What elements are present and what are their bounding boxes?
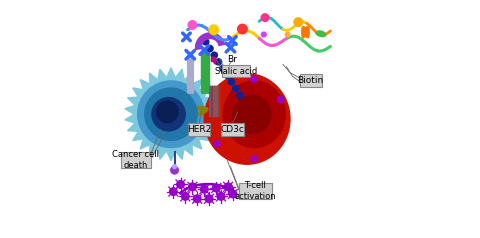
Ellipse shape	[138, 81, 204, 148]
Circle shape	[216, 59, 222, 65]
Circle shape	[212, 184, 220, 192]
Circle shape	[261, 14, 269, 21]
FancyArrow shape	[217, 86, 218, 117]
Ellipse shape	[223, 81, 285, 148]
FancyArrow shape	[219, 86, 220, 117]
Circle shape	[169, 188, 177, 195]
Text: Sialic acid: Sialic acid	[215, 67, 257, 76]
Text: Biotin: Biotin	[298, 76, 324, 85]
Circle shape	[203, 39, 209, 45]
Circle shape	[220, 65, 226, 72]
FancyBboxPatch shape	[121, 152, 151, 168]
Ellipse shape	[204, 74, 290, 164]
Text: Cancer cell
death: Cancer cell death	[112, 150, 159, 170]
Circle shape	[277, 96, 284, 103]
FancyBboxPatch shape	[221, 123, 243, 136]
FancyArrow shape	[211, 86, 213, 117]
Circle shape	[224, 72, 230, 78]
Circle shape	[228, 79, 235, 85]
Circle shape	[217, 193, 225, 200]
Circle shape	[237, 92, 243, 98]
FancyArrow shape	[215, 86, 216, 117]
Ellipse shape	[152, 98, 185, 131]
FancyArrow shape	[210, 86, 211, 117]
Circle shape	[294, 18, 302, 26]
Bar	[211, 57, 215, 61]
Circle shape	[251, 76, 257, 82]
Circle shape	[251, 156, 257, 162]
Circle shape	[189, 183, 196, 191]
FancyArrow shape	[213, 86, 215, 117]
Circle shape	[229, 190, 237, 198]
Circle shape	[193, 195, 201, 203]
FancyBboxPatch shape	[300, 74, 322, 87]
Text: CD3c: CD3c	[220, 125, 244, 134]
Text: HER2: HER2	[187, 125, 211, 134]
Circle shape	[285, 32, 290, 37]
Circle shape	[181, 193, 189, 200]
Circle shape	[177, 181, 184, 188]
FancyBboxPatch shape	[239, 183, 272, 199]
FancyArrow shape	[212, 57, 216, 64]
Circle shape	[233, 85, 239, 92]
Circle shape	[209, 25, 218, 35]
Circle shape	[205, 195, 213, 203]
Ellipse shape	[145, 88, 197, 140]
Circle shape	[262, 32, 266, 37]
Circle shape	[214, 141, 220, 147]
Ellipse shape	[316, 31, 326, 37]
Circle shape	[207, 45, 213, 52]
Circle shape	[224, 183, 232, 191]
Ellipse shape	[233, 95, 271, 133]
Circle shape	[238, 24, 247, 34]
Circle shape	[211, 52, 217, 58]
FancyBboxPatch shape	[222, 65, 250, 77]
Text: T-cell
activation: T-cell activation	[235, 181, 276, 201]
Circle shape	[201, 185, 208, 193]
Circle shape	[173, 165, 177, 169]
Text: Br: Br	[228, 55, 237, 64]
Ellipse shape	[156, 101, 178, 123]
FancyBboxPatch shape	[188, 123, 210, 136]
Polygon shape	[125, 68, 217, 161]
Circle shape	[188, 21, 197, 29]
Circle shape	[171, 166, 179, 174]
